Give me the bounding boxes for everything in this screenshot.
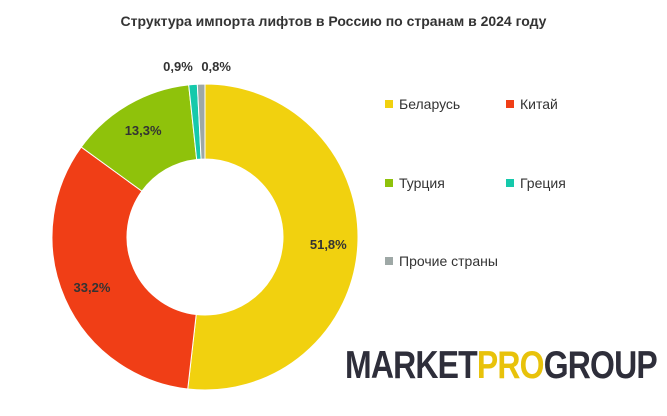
chart-title: Структура импорта лифтов в Россию по стр… — [120, 13, 547, 29]
legend-item-прочие-страны: Прочие страны — [385, 253, 498, 269]
legend-swatch — [385, 257, 393, 265]
logo-part-market: MARKET — [345, 344, 478, 387]
data-label-прочие-страны: 0,8% — [201, 59, 231, 74]
slice-китай — [51, 146, 197, 390]
data-label-беларусь: 51,8% — [310, 237, 347, 252]
legend-swatch — [385, 100, 393, 108]
legend-item-турция: Турция — [385, 175, 445, 191]
brand-logo: MARKETPROGROUP — [345, 344, 658, 387]
logo-part-group: GROUP — [543, 344, 658, 387]
data-label-греция: 0,9% — [163, 59, 193, 74]
legend-swatch — [506, 100, 514, 108]
legend-item-китай: Китай — [506, 96, 558, 112]
legend-swatch — [385, 179, 393, 187]
logo-part-pro: PRO — [476, 344, 545, 387]
slice-прочие-страны — [196, 83, 206, 160]
data-label-китай: 33,2% — [74, 280, 111, 295]
legend-label: Греция — [520, 175, 566, 191]
legend-label: Прочие страны — [399, 253, 498, 269]
legend-label: Беларусь — [399, 96, 461, 112]
legend-item-беларусь: Беларусь — [385, 96, 460, 112]
legend-swatch — [506, 179, 514, 187]
legend-label: Турция — [399, 175, 445, 191]
slice-беларусь — [187, 83, 359, 391]
legend-item-греция: Греция — [506, 175, 566, 191]
legend-label: Китай — [520, 96, 558, 112]
data-label-турция: 13,3% — [125, 123, 162, 138]
